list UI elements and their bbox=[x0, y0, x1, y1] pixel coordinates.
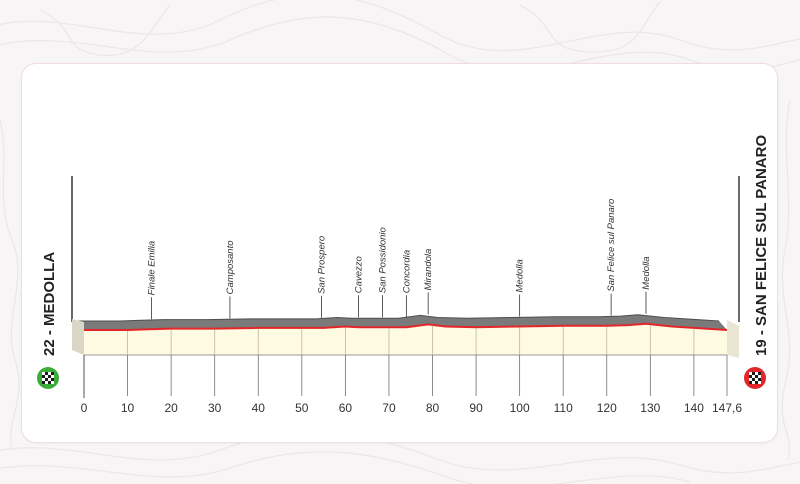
waypoint-label: Cavezzo bbox=[353, 256, 364, 293]
x-tick-label: 80 bbox=[426, 401, 440, 415]
x-tick-label: 70 bbox=[382, 401, 396, 415]
start-label: 22 - MEDOLLA bbox=[41, 252, 58, 356]
flag-square bbox=[48, 381, 51, 384]
flag-square bbox=[45, 378, 48, 381]
flag-square bbox=[758, 381, 761, 384]
elevation-ridge-surface bbox=[76, 314, 727, 330]
waypoint-label: San Prospero bbox=[316, 236, 327, 294]
x-tick-label: 140 bbox=[684, 401, 704, 415]
flag-square bbox=[758, 372, 761, 375]
waypoint-label: Mirandola bbox=[423, 249, 434, 291]
flag-square bbox=[42, 378, 45, 381]
flag-square bbox=[45, 381, 48, 384]
axes bbox=[71, 176, 740, 398]
elevation-profile-line bbox=[84, 322, 728, 331]
waypoint-label: Concordia bbox=[401, 250, 412, 293]
x-tick-label: 100 bbox=[510, 401, 530, 415]
flag-square bbox=[42, 381, 45, 384]
flag-square bbox=[749, 378, 752, 381]
flag-square bbox=[752, 381, 755, 384]
flag-square bbox=[749, 375, 752, 378]
x-tick-label: 130 bbox=[640, 401, 660, 415]
x-tick-label: 90 bbox=[469, 401, 483, 415]
red-checkered-flag-icon bbox=[744, 367, 766, 389]
x-tick-label: 120 bbox=[597, 401, 617, 415]
elevation-area bbox=[84, 323, 727, 355]
start-finish-labels: 22 - MEDOLLA 19 - SAN FELICE SUL PANARO bbox=[37, 135, 770, 389]
flag-square bbox=[752, 375, 755, 378]
elevation-ridge-top-line bbox=[76, 314, 720, 322]
flag-square bbox=[51, 378, 54, 381]
flag-square bbox=[48, 378, 51, 381]
flag-square bbox=[752, 372, 755, 375]
flag-square bbox=[51, 381, 54, 384]
flag-square bbox=[755, 381, 758, 384]
flag-square bbox=[758, 378, 761, 381]
flag-square bbox=[755, 378, 758, 381]
elevation-ridge bbox=[76, 314, 727, 330]
finish-label: 19 - SAN FELICE SUL PANARO bbox=[753, 135, 770, 356]
flag-square bbox=[42, 372, 45, 375]
x-tick-label: 10 bbox=[121, 401, 135, 415]
waypoint-markers: Finale Emilia Camposanto San Prospero Cavez… bbox=[147, 199, 652, 320]
flag-square bbox=[51, 372, 54, 375]
x-tick-labels: 0 10 20 30 40 50 60 70 80 90 100 110 120 130 140 147,6 bbox=[81, 401, 743, 415]
flag-square bbox=[45, 372, 48, 375]
x-tick-label: 20 bbox=[164, 401, 178, 415]
waypoint-label: Medolla bbox=[515, 259, 526, 292]
flag-square bbox=[749, 381, 752, 384]
flag-square bbox=[48, 372, 51, 375]
chart-card bbox=[22, 64, 777, 442]
flag-square bbox=[752, 378, 755, 381]
x-tick-label: 147,6 bbox=[712, 401, 742, 415]
profile-start-side bbox=[72, 319, 84, 355]
profile-end-side bbox=[727, 320, 739, 358]
waypoint-label: Medolla bbox=[641, 256, 652, 289]
green-checkered-flag-icon bbox=[37, 367, 59, 389]
x-tick-label: 110 bbox=[554, 401, 573, 415]
waypoint-label: Finale Emilia bbox=[147, 241, 158, 295]
waypoint-label: San Possidonio bbox=[377, 227, 388, 293]
waypoint-label: San Felice sul Panaro bbox=[606, 199, 617, 292]
x-tick-label: 30 bbox=[208, 401, 222, 415]
flag-square bbox=[51, 375, 54, 378]
x-tick-label: 40 bbox=[252, 401, 266, 415]
flag-square bbox=[755, 372, 758, 375]
flag-square bbox=[42, 375, 45, 378]
elevation-fill bbox=[84, 322, 728, 356]
flag-square bbox=[48, 375, 51, 378]
flag-square bbox=[755, 375, 758, 378]
x-tick-label: 0 bbox=[81, 401, 88, 415]
flag-square bbox=[758, 375, 761, 378]
flag-square bbox=[749, 372, 752, 375]
waypoint-label: Camposanto bbox=[225, 240, 236, 294]
x-tick-label: 50 bbox=[295, 401, 309, 415]
x-tick-label: 60 bbox=[339, 401, 353, 415]
flag-square bbox=[45, 375, 48, 378]
